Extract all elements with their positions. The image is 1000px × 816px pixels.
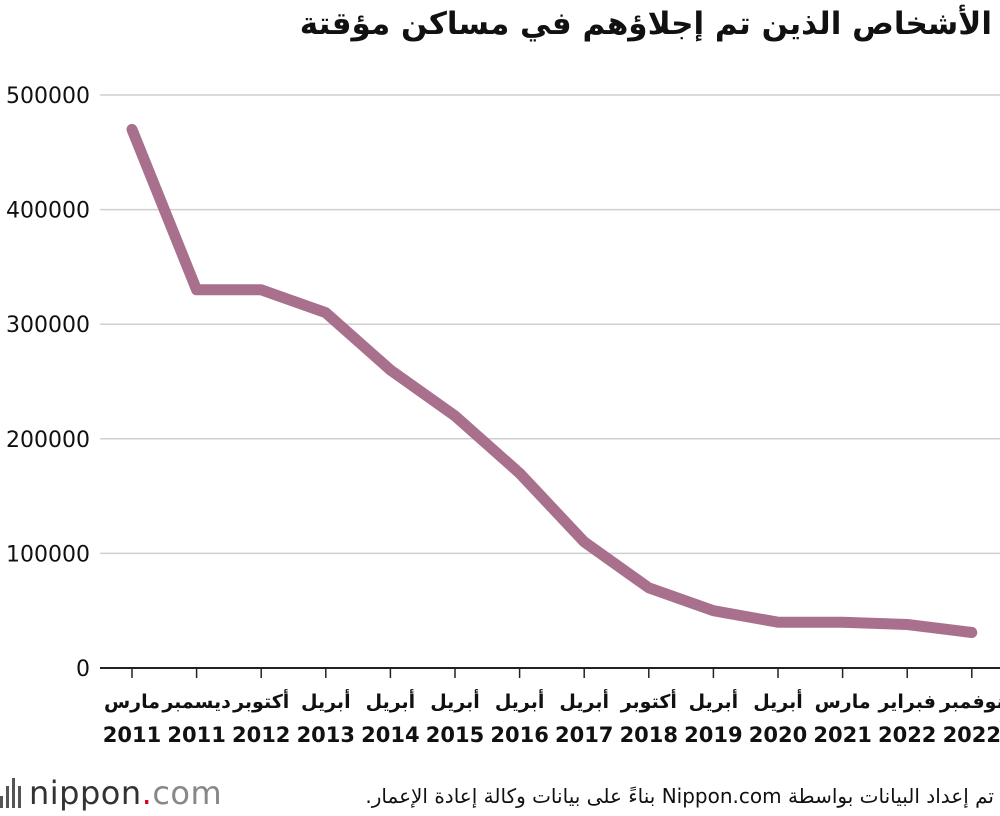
line-chart: 0 100000 200000 300000 400000 500000 مارس 2011… xyxy=(6,84,1000,747)
x-tick-label-year: 2021 xyxy=(813,723,871,747)
x-tick-label-year: 2014 xyxy=(361,723,419,747)
footer: nippon.com تم إعداد البيانات بواسطة Nipp… xyxy=(0,770,1000,816)
x-tick-label-month: أبريل xyxy=(301,689,351,713)
gridlines xyxy=(100,94,1000,669)
y-axis-tick-labels: 0 100000 200000 300000 400000 500000 xyxy=(6,84,90,682)
nippon-logo: nippon.com xyxy=(0,774,222,812)
x-tick-label-month: أبريل xyxy=(366,689,416,713)
x-tick-label-month: أكتوبر xyxy=(232,689,289,713)
y-tick-label: 500000 xyxy=(6,84,90,109)
x-tick-label-year: 2012 xyxy=(232,723,290,747)
x-tick-label-month: فبراير xyxy=(877,691,935,713)
x-tick-label-year: 2011 xyxy=(103,723,161,747)
series-line-path xyxy=(126,123,978,638)
series-line xyxy=(126,123,978,638)
x-tick-label-year: 2015 xyxy=(426,723,484,747)
logo-text: nippon.com xyxy=(29,774,223,812)
x-tick-label-month: أبريل xyxy=(495,689,545,713)
x-tick-label-year: 2013 xyxy=(297,723,355,747)
x-tick-label-year: 2020 xyxy=(749,723,807,747)
x-tick-label-year: 2017 xyxy=(555,723,613,747)
x-tick-label-year: 2022 xyxy=(878,723,936,747)
x-tick-label-year: 2011 xyxy=(167,723,225,747)
x-tick-label-year: 2019 xyxy=(684,723,742,747)
y-tick-label: 300000 xyxy=(6,313,90,338)
x-tick-label-year: 2018 xyxy=(620,723,678,747)
y-tick-label: 0 xyxy=(76,657,90,682)
x-tick-label-month: أكتوبر xyxy=(620,689,677,713)
x-tick-label-month: نوفمبر xyxy=(939,691,1000,713)
x-tick-label-month: مارس xyxy=(815,691,871,713)
x-tick-label-month: أبريل xyxy=(430,689,480,713)
x-tick-label-month: ديسمبر xyxy=(161,691,231,713)
x-tick-label-year: 2016 xyxy=(490,723,548,747)
x-tick-label-month: أبريل xyxy=(559,689,609,713)
y-tick-label: 100000 xyxy=(6,542,90,567)
x-axis-tick-labels: مارس2011ديسمبر2011أكتوبر2012أبريل2013أبر… xyxy=(103,689,1000,747)
chart-title: الأشخاص الذين تم إجلاؤهم في مساكن مؤقتة xyxy=(299,6,992,42)
y-tick-label: 200000 xyxy=(6,428,90,453)
x-tick-label-year: 2022 xyxy=(943,723,1000,747)
logo-bars-icon xyxy=(0,778,21,808)
x-tick-label-month: أبريل xyxy=(689,689,739,713)
x-tick-label-month: مارس xyxy=(104,691,160,713)
x-axis-ticks xyxy=(131,668,973,678)
x-tick-label-month: أبريل xyxy=(753,689,803,713)
y-tick-label: 400000 xyxy=(6,199,90,224)
source-note: تم إعداد البيانات بواسطة Nippon.com بناء… xyxy=(365,784,994,808)
